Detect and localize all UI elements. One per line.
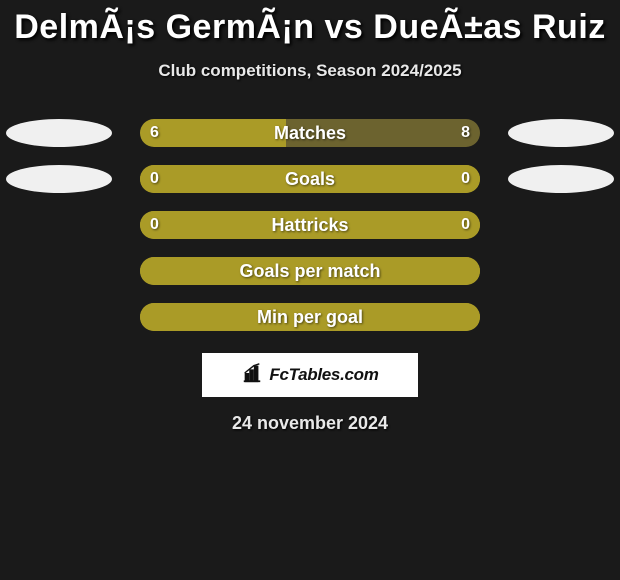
page-title: DelmÃ¡s GermÃ¡n vs DueÃ±as Ruiz: [0, 0, 620, 47]
stat-row: Goals per match: [0, 257, 620, 285]
chart-icon: [241, 362, 263, 389]
player-avatar-right: [508, 165, 614, 193]
stat-row: Min per goal: [0, 303, 620, 331]
stat-bar-fill-left: [140, 257, 480, 285]
stat-bar: Goals00: [140, 165, 480, 193]
stat-bar: Goals per match: [140, 257, 480, 285]
brand-text: FcTables.com: [269, 365, 378, 385]
stat-bar-fill-left: [140, 119, 286, 147]
stat-bar-fill-left: [140, 303, 480, 331]
stat-row: Goals00: [0, 165, 620, 193]
player-avatar-left: [6, 165, 112, 193]
stat-bar: Hattricks00: [140, 211, 480, 239]
date-text: 24 november 2024: [0, 413, 620, 434]
stat-bar-fill-left: [140, 165, 480, 193]
stats-rows: Matches68 Goals00 Hattricks00 Goals per mat…: [0, 119, 620, 331]
stat-bar-fill-left: [140, 211, 480, 239]
comparison-page: DelmÃ¡s GermÃ¡n vs DueÃ±as Ruiz Club com…: [0, 0, 620, 580]
player-avatar-right: [508, 119, 614, 147]
stat-row: Hattricks00: [0, 211, 620, 239]
stat-bar: Matches68: [140, 119, 480, 147]
stat-bar: Min per goal: [140, 303, 480, 331]
stat-row: Matches68: [0, 119, 620, 147]
brand-badge: FcTables.com: [202, 353, 418, 397]
stat-bar-fill-right: [286, 119, 480, 147]
player-avatar-left: [6, 119, 112, 147]
page-subtitle: Club competitions, Season 2024/2025: [0, 61, 620, 81]
